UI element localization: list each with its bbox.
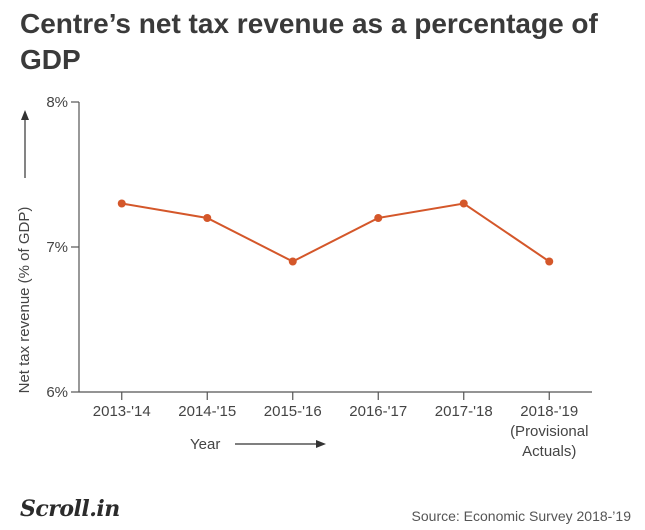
x-tick-label: 2016-'17 (349, 403, 407, 420)
x-tick-label-line: 2017-'18 (435, 403, 493, 420)
data-point (288, 257, 297, 266)
x-axis-arrow-head (316, 440, 326, 448)
x-tick-label-line: 2013-'14 (93, 403, 151, 420)
x-tick-label-line: (Provisional (510, 423, 588, 440)
x-tick-label: 2015-'16 (264, 403, 322, 420)
x-tick-label-line: 2016-'17 (349, 403, 407, 420)
y-axis-arrow-head (21, 110, 29, 120)
x-tick-label: 2013-'14 (93, 403, 151, 420)
chart-title: Centre’s net tax revenue as a percentage… (20, 8, 598, 75)
x-tick-label-line: Actuals) (522, 443, 576, 460)
source-note: Source: Economic Survey 2018-’19 (411, 508, 631, 524)
data-point (374, 214, 383, 222)
x-ticks: 2013-'14 2014-'15 2015-'16 2016-'17 2017-'18… (93, 392, 588, 460)
scroll-logo: Scroll.in (20, 496, 120, 522)
x-tick-label: 2014-'15 (178, 403, 236, 420)
data-point (117, 199, 126, 208)
data-point (545, 257, 554, 266)
y-axis-label: Net tax revenue (% of GDP) (16, 207, 33, 394)
axes (78, 102, 592, 393)
y-tick-label: 7% (46, 239, 68, 256)
axis-labels: Net tax revenue (% of GDP) Year (16, 110, 326, 453)
x-axis-label: Year (190, 436, 220, 453)
y-tick-label: 8% (46, 94, 68, 111)
data-point (459, 199, 468, 208)
series (117, 199, 554, 266)
x-tick-label: 2017-'18 (435, 403, 493, 420)
x-tick-label-line: 2018-'19 (520, 403, 578, 420)
data-point (203, 214, 212, 222)
x-tick-label: 2018-'19 (Provisional Actuals) (510, 403, 588, 460)
y-tick-label: 6% (46, 384, 68, 401)
x-tick-label-line: 2015-'16 (264, 403, 322, 420)
x-tick-label-line: 2014-'15 (178, 403, 236, 420)
y-ticks: 6% 7% 8% (46, 94, 79, 401)
series-line (121, 202, 550, 263)
